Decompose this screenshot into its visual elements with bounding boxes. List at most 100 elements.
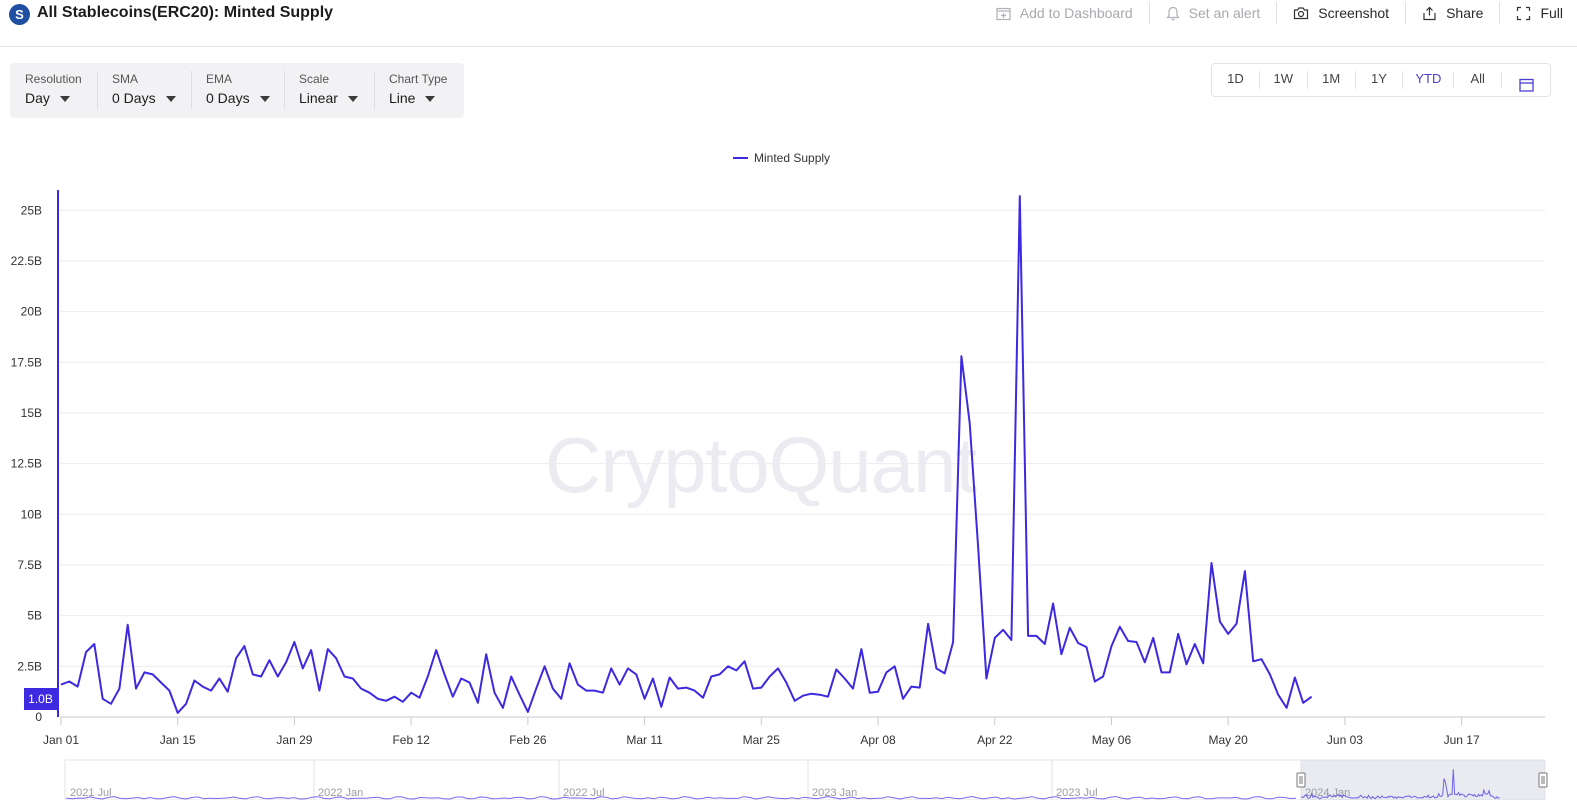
chart-type-label: Chart Type — [389, 72, 448, 86]
y-axis: 0 2.5B 5B 7.5B 10B 12.5B 15B 17.5B 20B 22.5B 25B — [11, 190, 59, 724]
camera-icon — [1293, 6, 1309, 20]
navigator-handle[interactable] — [1296, 772, 1306, 788]
x-tick-label: Jun 03 — [1327, 733, 1363, 747]
add-dashboard-icon — [996, 6, 1011, 21]
legend-swatch — [733, 157, 748, 159]
resolution-label: Resolution — [25, 72, 82, 86]
header-divider — [1499, 2, 1501, 24]
x-tick-label: Feb 26 — [509, 733, 547, 747]
fullscreen-button[interactable]: Full — [1500, 0, 1563, 26]
chevron-down-icon — [347, 95, 358, 102]
chart-type-value: Line — [389, 90, 416, 106]
y-tick-label: 20B — [21, 305, 42, 319]
navigator-label: 2021 Jul — [70, 787, 112, 799]
range-1d-button[interactable]: 1D — [1227, 71, 1244, 86]
set-alert-button[interactable]: Set an alert — [1150, 0, 1277, 26]
y-tick-label: 17.5B — [11, 355, 42, 369]
scale-value: Linear — [299, 90, 338, 106]
navigator-label: 2023 Jan — [812, 787, 857, 799]
x-tick-label: Jan 01 — [43, 733, 79, 747]
calendar-button[interactable] — [1502, 63, 1550, 97]
x-axis: Jan 01 Jan 15 Jan 29 Feb 12 Feb 26 Mar 11 Mar … — [43, 716, 1545, 747]
navigator-ytd-line — [1300, 769, 1500, 800]
range-ytd-button[interactable]: YTD — [1415, 71, 1442, 86]
sma-select[interactable]: SMA 0 Days — [97, 63, 191, 118]
page-title: All Stablecoins(ERC20): Minted Supply — [37, 4, 334, 21]
range-selector: 1D 1W 1M 1Y YTD All — [1211, 63, 1551, 97]
scale-label: Scale — [299, 72, 330, 86]
add-to-dashboard-button[interactable]: Add to Dashboard — [980, 0, 1149, 26]
range-1w-button[interactable]: 1W — [1273, 71, 1294, 86]
x-tick-label: Mar 25 — [743, 733, 781, 747]
x-tick-label: Feb 12 — [392, 733, 430, 747]
y-tick-label: 2.5B — [17, 659, 42, 673]
navigator-handle[interactable] — [1538, 772, 1548, 788]
scale-select[interactable]: Scale Linear — [284, 63, 374, 118]
x-tick-label: Apr 22 — [977, 733, 1013, 747]
header-divider — [1405, 2, 1407, 24]
header-actions: Add to Dashboard Set an alert Screenshot… — [980, 0, 1563, 26]
set-alert-label: Set an alert — [1188, 5, 1261, 21]
fullscreen-label: Full — [1540, 5, 1563, 21]
fullscreen-icon — [1516, 6, 1531, 21]
navigator-label: 2023 Jul — [1056, 787, 1098, 799]
range-divider — [1258, 71, 1260, 89]
logo-icon: S — [9, 4, 30, 25]
range-divider — [1306, 71, 1308, 89]
current-value-badge: 1.0B — [24, 688, 57, 710]
screenshot-label: Screenshot — [1318, 5, 1390, 21]
x-tick-label: Jan 29 — [276, 733, 312, 747]
y-tick-label: 12.5B — [11, 457, 42, 471]
y-tick-label: 10B — [21, 507, 42, 521]
chart-controls: Resolution Day SMA 0 Days EMA 0 Days Sca… — [10, 63, 464, 118]
ema-value: 0 Days — [206, 90, 250, 106]
range-1m-button[interactable]: 1M — [1322, 71, 1341, 86]
x-tick-label: Apr 08 — [860, 733, 896, 747]
range-1y-button[interactable]: 1Y — [1371, 71, 1387, 86]
range-divider — [1402, 71, 1404, 89]
navigator-selection — [1301, 760, 1545, 800]
range-divider — [1501, 71, 1503, 89]
legend-label: Minted Supply — [754, 151, 831, 165]
y-tick-label: 7.5B — [17, 558, 42, 572]
ema-label: EMA — [206, 72, 233, 86]
series-line-minted-supply — [60, 195, 1313, 714]
x-tick-label: Mar 11 — [626, 733, 663, 747]
range-all-button[interactable]: All — [1470, 71, 1485, 86]
x-tick-label: May 06 — [1092, 733, 1132, 747]
add-to-dashboard-label: Add to Dashboard — [1019, 5, 1133, 21]
chevron-down-icon — [259, 95, 270, 102]
x-tick-label: Jun 17 — [1444, 733, 1480, 747]
header-divider — [1276, 2, 1278, 24]
x-tick-label: May 20 — [1209, 733, 1249, 747]
watermark: CryptoQuant — [545, 421, 977, 509]
calendar-icon — [1518, 78, 1534, 95]
chart-grid — [61, 209, 1545, 667]
range-divider — [1453, 71, 1455, 89]
chart-type-select[interactable]: Chart Type Line — [374, 63, 464, 118]
series-layer — [60, 195, 1313, 714]
line-chart[interactable]: 0 2.5B 5B 7.5B 10B 12.5B 15B 17.5B 20B 22.5B 25B J… — [0, 130, 1577, 800]
header-bar: S All Stablecoins(ERC20): Minted Supply … — [0, 0, 1577, 47]
resolution-value: Day — [25, 90, 50, 106]
resolution-select[interactable]: Resolution Day — [10, 63, 97, 118]
screenshot-button[interactable]: Screenshot — [1277, 0, 1405, 26]
chevron-down-icon — [425, 95, 436, 102]
share-button[interactable]: Share — [1406, 0, 1499, 26]
y-tick-label: 0 — [35, 710, 42, 724]
chart-legend[interactable]: Minted Supply — [733, 151, 830, 165]
chevron-down-icon — [165, 95, 176, 102]
share-icon — [1422, 6, 1437, 21]
range-divider — [1354, 71, 1356, 89]
sma-label: SMA — [112, 72, 139, 86]
bell-icon — [1165, 6, 1180, 21]
header-divider — [1148, 2, 1150, 24]
ema-select[interactable]: EMA 0 Days — [191, 63, 284, 118]
y-tick-label: 5B — [27, 609, 42, 623]
y-tick-label: 22.5B — [11, 254, 42, 268]
y-tick-label: 25B — [21, 203, 42, 217]
navigator-history-line — [65, 795, 1297, 800]
x-tick-label: Jan 15 — [160, 733, 196, 747]
navigator-label: 2022 Jan — [318, 787, 363, 799]
share-label: Share — [1446, 5, 1484, 21]
